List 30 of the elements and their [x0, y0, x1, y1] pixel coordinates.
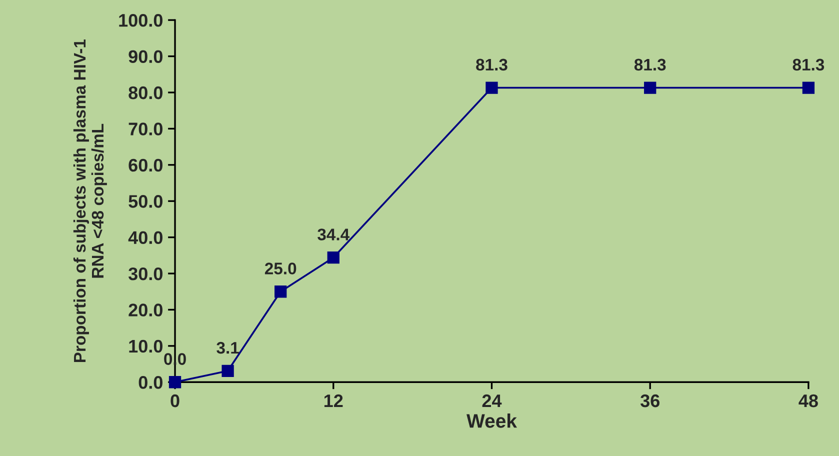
- y-tick-label: 20.0: [128, 304, 162, 316]
- y-tick-label: 80.0: [128, 86, 162, 100]
- y-tick-label: 30.0: [128, 267, 162, 280]
- point: [274, 286, 287, 298]
- data-label: 81.3: [792, 58, 824, 71]
- point: [802, 82, 815, 94]
- y-tick-label: 90.0: [128, 50, 162, 63]
- point: [327, 252, 340, 264]
- y-tick-label: 70.0: [128, 122, 162, 136]
- data-label: 81.3: [476, 58, 508, 71]
- x-tick-label: 12: [324, 394, 343, 408]
- y-tick-label: 50.0: [128, 195, 162, 208]
- x-axis-title: Week: [466, 414, 517, 428]
- x-tick-label: 24: [482, 394, 502, 408]
- point: [644, 82, 656, 94]
- x-tick-label: 36: [640, 394, 660, 408]
- x-tick-label: 0: [170, 394, 180, 408]
- y-tick-label: 10.0: [129, 340, 162, 353]
- y-tick-label: 60.0: [128, 158, 162, 172]
- point: [486, 82, 498, 94]
- y-tick-label: 100.0: [119, 14, 162, 27]
- data-label: 34.4: [318, 228, 350, 240]
- x-tick-label: 48: [798, 394, 818, 408]
- y-tick-label: 40.0: [128, 231, 162, 244]
- point: [222, 364, 234, 377]
- y-axis-title: Proportion of subjects with plasma HIV-1 RNA <48 copies/mL: [73, 39, 107, 362]
- data-label: 3.1: [216, 342, 239, 354]
- data-label: 81.3: [634, 58, 666, 71]
- data-label: 25.0: [264, 262, 296, 274]
- y-tick-label: 0.0: [138, 376, 162, 389]
